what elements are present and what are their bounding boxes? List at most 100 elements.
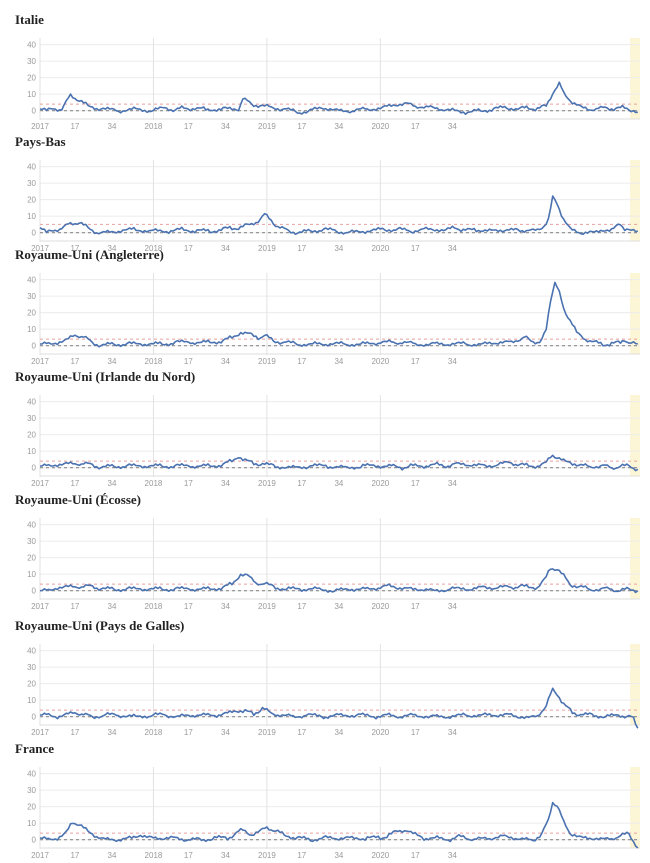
y-tick-label: 20	[27, 309, 36, 318]
y-tick-label: 0	[32, 713, 37, 722]
y-tick-label: 10	[27, 90, 36, 99]
x-tick-label: 2019	[258, 728, 276, 737]
y-tick-label: 40	[27, 276, 36, 285]
x-tick-label: 2020	[371, 244, 389, 253]
x-tick-label: 17	[70, 357, 79, 366]
y-tick-label: 0	[32, 836, 37, 845]
y-tick-label: 0	[32, 464, 37, 473]
chart-title: Royaume-Uni (Pays de Galles)	[15, 618, 185, 633]
x-tick-label: 2019	[258, 479, 276, 488]
y-tick-label: 20	[27, 803, 36, 812]
x-tick-label: 2017	[31, 728, 49, 737]
current-period-band	[630, 518, 640, 599]
x-tick-label: 34	[221, 479, 230, 488]
x-tick-label: 17	[184, 244, 193, 253]
chart-title: Pays-Bas	[15, 134, 66, 149]
x-tick-label: 34	[448, 357, 457, 366]
chart-panel: Pays-Bas 0 10 20 30 40 2017 17 34 2018 17 34 2019 17…	[0, 134, 650, 256]
x-tick-label: 34	[221, 357, 230, 366]
x-tick-label: 17	[297, 122, 306, 131]
x-tick-label: 2020	[371, 122, 389, 131]
y-tick-label: 0	[32, 342, 37, 351]
x-tick-label: 2020	[371, 602, 389, 611]
x-tick-label: 2017	[31, 244, 49, 253]
x-tick-label: 2019	[258, 122, 276, 131]
chart-panel: Royaume-Uni (Pays de Galles) 0 10 20 30 40 20…	[0, 618, 650, 740]
x-tick-label: 17	[70, 728, 79, 737]
current-period-band	[630, 395, 640, 476]
x-tick-label: 17	[184, 479, 193, 488]
x-tick-label: 2019	[258, 357, 276, 366]
chart-panel: Royaume-Uni (Angleterre) 0 10 20 30 40 2017 17…	[0, 247, 650, 369]
x-tick-label: 17	[184, 602, 193, 611]
x-tick-label: 34	[221, 122, 230, 131]
y-tick-label: 40	[27, 41, 36, 50]
current-period-band	[630, 38, 640, 119]
x-tick-label: 17	[297, 479, 306, 488]
x-tick-label: 17	[184, 122, 193, 131]
x-tick-label: 2017	[31, 357, 49, 366]
x-tick-label: 34	[448, 728, 457, 737]
y-tick-label: 10	[27, 212, 36, 221]
current-period-band	[630, 160, 640, 241]
y-tick-label: 0	[32, 107, 37, 116]
x-tick-label: 2018	[145, 122, 163, 131]
y-tick-label: 40	[27, 770, 36, 779]
x-tick-label: 17	[411, 122, 420, 131]
x-tick-label: 2018	[145, 602, 163, 611]
x-tick-label: 17	[70, 122, 79, 131]
chart-title: France	[15, 741, 54, 756]
x-tick-label: 34	[108, 122, 117, 131]
y-tick-label: 40	[27, 647, 36, 656]
x-tick-label: 17	[184, 357, 193, 366]
y-tick-label: 10	[27, 819, 36, 828]
x-tick-label: 34	[334, 479, 343, 488]
y-tick-label: 10	[27, 447, 36, 456]
x-tick-label: 17	[70, 244, 79, 253]
x-tick-label: 34	[221, 244, 230, 253]
y-tick-label: 40	[27, 163, 36, 172]
x-tick-label: 34	[221, 602, 230, 611]
y-tick-label: 20	[27, 431, 36, 440]
x-tick-label: 2020	[371, 728, 389, 737]
x-tick-label: 34	[448, 244, 457, 253]
series-line	[39, 81, 638, 115]
x-tick-label: 34	[108, 602, 117, 611]
y-tick-label: 20	[27, 680, 36, 689]
chart-panel: Royaume-Uni (Irlande du Nord) 0 10 20 30 40 2…	[0, 369, 650, 491]
chart-panel: Italie 0 10 20 30 40 2017 17 34 2018 17 34 2019 17 34…	[0, 12, 650, 134]
y-tick-label: 30	[27, 786, 36, 795]
x-tick-label: 17	[70, 479, 79, 488]
y-tick-label: 10	[27, 325, 36, 334]
chart-title: Royaume-Uni (Angleterre)	[15, 247, 164, 262]
x-tick-label: 2019	[258, 602, 276, 611]
series-line	[39, 454, 639, 472]
series-line	[39, 801, 639, 849]
y-tick-label: 40	[27, 398, 36, 407]
chart-panel: France 0 10 20 30 40 2017 17 34 2018 17 34 2019 17 34…	[0, 741, 650, 863]
y-tick-label: 30	[27, 414, 36, 423]
x-tick-label: 17	[297, 357, 306, 366]
x-tick-label: 17	[70, 602, 79, 611]
x-tick-label: 34	[108, 479, 117, 488]
series-line	[39, 568, 639, 594]
x-tick-label: 17	[297, 728, 306, 737]
x-tick-label: 34	[334, 602, 343, 611]
y-tick-label: 30	[27, 537, 36, 546]
chart-title: Royaume-Uni (Écosse)	[15, 492, 142, 507]
x-tick-label: 34	[108, 357, 117, 366]
series-line	[39, 281, 638, 348]
x-tick-label: 34	[334, 122, 343, 131]
y-tick-label: 20	[27, 196, 36, 205]
x-tick-label: 34	[334, 728, 343, 737]
x-tick-label: 2018	[145, 244, 163, 253]
series-line	[39, 195, 639, 235]
y-tick-label: 0	[32, 587, 37, 596]
current-period-band	[630, 767, 640, 848]
x-tick-label: 2018	[145, 479, 163, 488]
